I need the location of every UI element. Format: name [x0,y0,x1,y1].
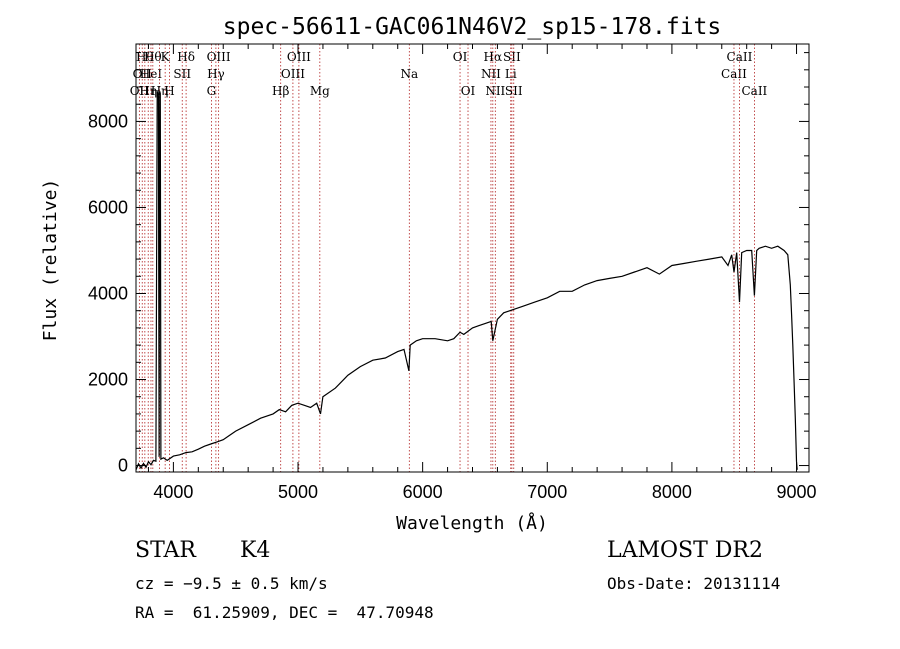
x-tick-label: 9000 [777,482,817,502]
line-marker-label: HeI [140,67,163,81]
line-marker-label: Li [505,67,517,81]
line-marker-label: H [164,84,174,98]
object-subclass: K4 [240,538,271,563]
line-marker-label: Mg [310,84,330,98]
line-marker-label: NII [485,84,505,98]
line-marker-label: OIII [281,67,305,81]
axis-ticks: 4000 5000 6000 7000 8000 9000 0 2000 4000 6000 800… [88,44,817,502]
line-marker-label: Hη [151,84,169,98]
x-tick-label: 4000 [153,482,193,502]
x-tick-label: 5000 [278,482,318,502]
y-tick-label: 2000 [88,370,128,390]
y-axis-label: Flux (relative) [40,179,61,342]
y-tick-label: 8000 [88,111,128,131]
line-marker-label: OIII [287,50,311,64]
plot-frame [135,43,810,473]
line-marker-label: G [207,84,217,98]
line-marker-label: SII [503,50,521,64]
line-marker-label: OI [453,50,468,64]
line-marker-label: OII [130,84,150,98]
line-marker-label: SII [505,84,523,98]
object-class: STAR [135,538,196,563]
line-marker-label: Hβ [272,84,289,98]
line-marker-label: Hγ [207,67,225,81]
line-marker-label: Na [400,67,418,81]
line-marker-label: Hθ [144,50,162,64]
line-marker-label: K [161,50,171,64]
line-marker-label: Hα [484,50,503,64]
observation-date: Obs-Date: 20131114 [607,574,781,593]
line-marker-label: OI [461,84,476,98]
y-tick-label: 6000 [88,197,128,217]
coordinates: RA = 61.25909, DEC = 47.70948 [135,603,434,622]
chart-title: spec-56611-GAC061N46V2_sp15-178.fits [223,14,722,40]
spectrum-series-line [135,91,798,471]
line-marker-label: Hδ [177,50,195,64]
x-tick-label: 8000 [652,482,692,502]
line-marker-layer: OIIOIIHθHηHeIHθHηKHSIIHδGHγOIIIHβOIIIOII… [130,44,768,472]
x-axis-label: Wavelength (Å) [396,512,548,534]
line-marker-label: OII [133,67,153,81]
line-marker-label: SII [173,67,191,81]
x-tick-label: 7000 [527,482,567,502]
y-tick-label: 4000 [88,283,128,303]
redshift-cz: cz = −9.5 ± 0.5 km/s [135,574,328,593]
line-marker-label: Hθ [136,50,154,64]
line-marker-label: OIII [207,50,231,64]
line-marker-label: NII [481,67,501,81]
spectrum-chart: spec-56611-GAC061N46V2_sp15-178.fits OII… [40,14,817,534]
x-tick-label: 6000 [403,482,443,502]
line-marker-label: CaII [721,67,747,81]
line-marker-label: CaII [727,50,753,64]
y-tick-label: 0 [118,456,128,476]
line-marker-label: CaII [741,84,767,98]
survey-name: LAMOST DR2 [607,538,763,563]
